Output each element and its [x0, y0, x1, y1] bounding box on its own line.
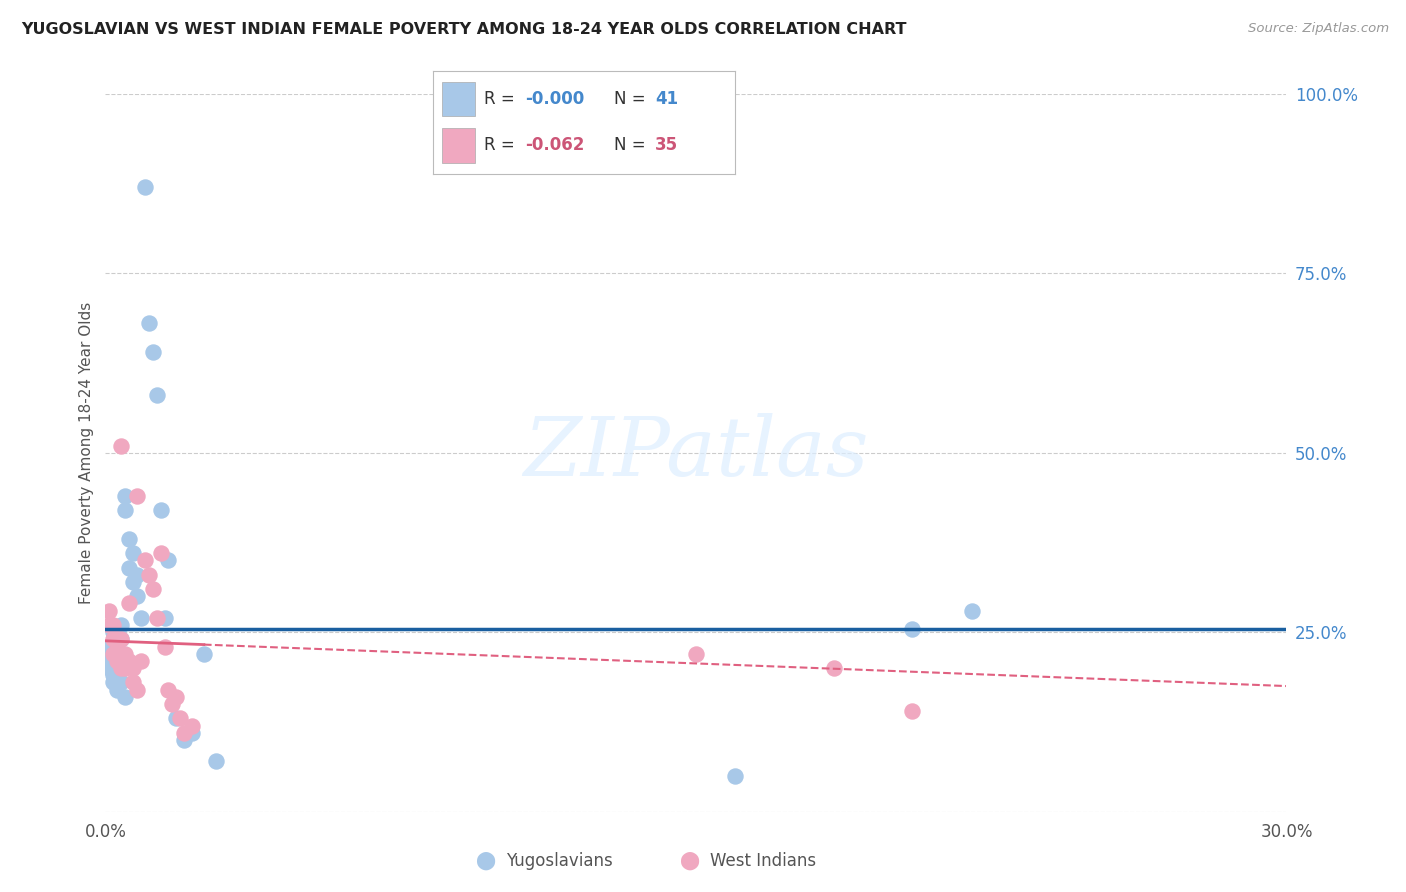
- Point: [129, 611, 152, 625]
- Text: R =: R =: [485, 136, 520, 154]
- Text: ZIPatlas: ZIPatlas: [523, 413, 869, 492]
- Point: [105, 682, 128, 697]
- Point: [823, 661, 845, 675]
- Point: [103, 625, 125, 640]
- Point: [125, 567, 148, 582]
- Point: [98, 654, 121, 668]
- Point: [118, 597, 141, 611]
- Point: [110, 618, 132, 632]
- Point: [960, 604, 983, 618]
- Text: Source: ZipAtlas.com: Source: ZipAtlas.com: [1249, 22, 1389, 36]
- Text: R =: R =: [485, 90, 520, 108]
- Point: [98, 618, 121, 632]
- Text: Yugoslavians: Yugoslavians: [506, 852, 613, 870]
- Point: [114, 647, 136, 661]
- Point: [157, 682, 180, 697]
- Point: [118, 532, 141, 546]
- Point: [103, 618, 125, 632]
- Point: [103, 668, 125, 682]
- Point: [145, 388, 167, 402]
- Point: [98, 661, 121, 675]
- Point: [110, 632, 132, 647]
- Point: [110, 438, 132, 452]
- Point: [181, 718, 204, 732]
- Point: [138, 567, 160, 582]
- Point: [142, 345, 165, 359]
- Point: [105, 647, 128, 661]
- Text: N =: N =: [614, 136, 651, 154]
- Point: [149, 546, 172, 560]
- Point: [145, 611, 167, 625]
- Point: [901, 704, 924, 718]
- Point: [105, 654, 128, 668]
- Text: YUGOSLAVIAN VS WEST INDIAN FEMALE POVERTY AMONG 18-24 YEAR OLDS CORRELATION CHAR: YUGOSLAVIAN VS WEST INDIAN FEMALE POVERT…: [21, 22, 907, 37]
- Point: [105, 625, 128, 640]
- Point: [110, 675, 132, 690]
- Point: [153, 611, 176, 625]
- Point: [103, 675, 125, 690]
- Point: [122, 661, 145, 675]
- Point: [134, 180, 156, 194]
- Bar: [441, 81, 475, 117]
- Point: [98, 640, 121, 654]
- Point: [105, 668, 128, 682]
- Point: [125, 590, 148, 604]
- Point: [149, 503, 172, 517]
- Point: [153, 640, 176, 654]
- Point: [110, 654, 132, 668]
- Point: [114, 503, 136, 517]
- Text: 41: 41: [655, 90, 678, 108]
- Point: [169, 711, 191, 725]
- Point: [110, 661, 132, 675]
- Point: [129, 654, 152, 668]
- Text: -0.062: -0.062: [526, 136, 585, 154]
- Point: [138, 317, 160, 331]
- Point: [114, 489, 136, 503]
- Text: N =: N =: [614, 90, 651, 108]
- Point: [173, 733, 195, 747]
- Point: [118, 654, 141, 668]
- Point: [105, 632, 128, 647]
- Point: [724, 769, 747, 783]
- Point: [114, 690, 136, 704]
- Bar: [441, 128, 475, 162]
- Point: [118, 560, 141, 574]
- Point: [103, 647, 125, 661]
- Point: [105, 647, 128, 661]
- Point: [122, 675, 145, 690]
- Text: -0.000: -0.000: [526, 90, 585, 108]
- Point: [181, 725, 204, 739]
- Point: [98, 604, 121, 618]
- Point: [193, 647, 215, 661]
- Point: [162, 697, 184, 711]
- Text: ⬤: ⬤: [679, 851, 699, 870]
- Text: West Indians: West Indians: [710, 852, 815, 870]
- Y-axis label: Female Poverty Among 18-24 Year Olds: Female Poverty Among 18-24 Year Olds: [79, 301, 94, 604]
- Point: [165, 690, 187, 704]
- Point: [110, 632, 132, 647]
- Point: [173, 725, 195, 739]
- Point: [103, 647, 125, 661]
- Point: [125, 682, 148, 697]
- Point: [685, 647, 707, 661]
- Point: [125, 489, 148, 503]
- Point: [122, 574, 145, 589]
- Point: [142, 582, 165, 596]
- Point: [157, 553, 180, 567]
- Point: [204, 755, 226, 769]
- Point: [122, 546, 145, 560]
- Point: [901, 622, 924, 636]
- Point: [114, 661, 136, 675]
- Text: 35: 35: [655, 136, 678, 154]
- Point: [103, 632, 125, 647]
- Point: [165, 711, 187, 725]
- Text: ⬤: ⬤: [475, 851, 495, 870]
- Point: [105, 647, 128, 661]
- Point: [134, 553, 156, 567]
